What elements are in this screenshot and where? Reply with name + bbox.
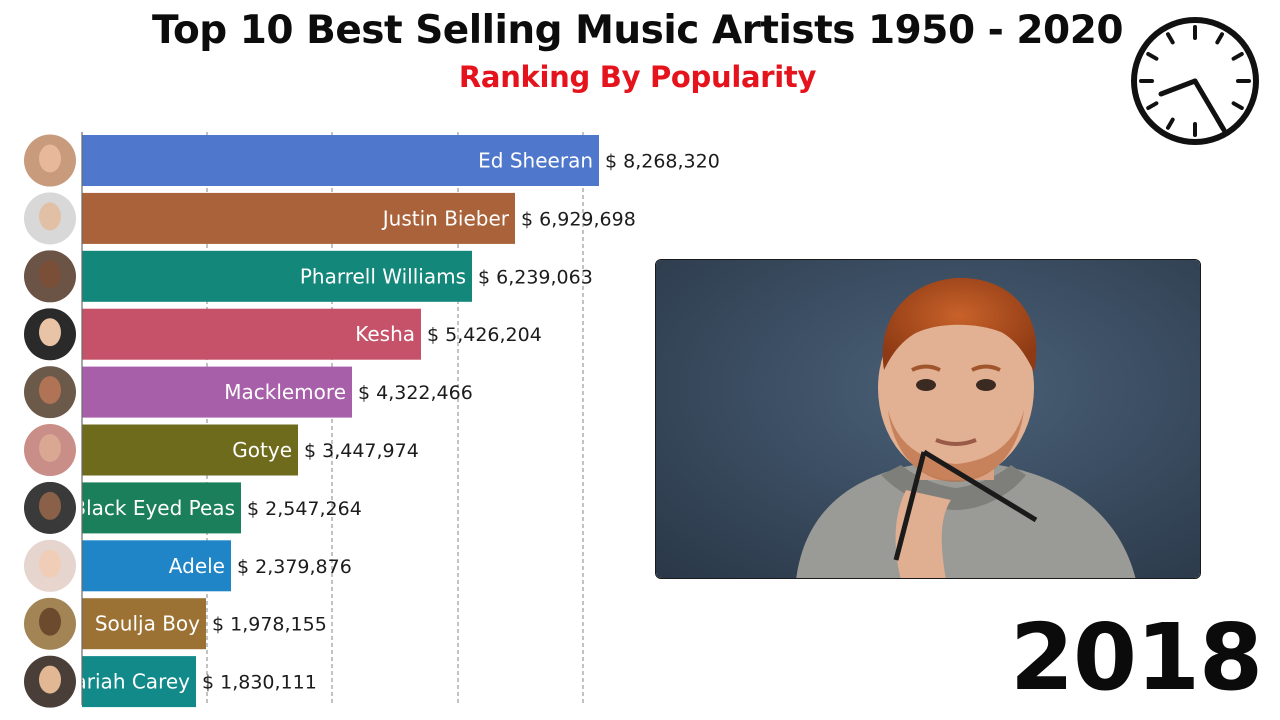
avatar-shoulders (28, 172, 72, 187)
bar-label: Ed Sheeran (478, 149, 593, 173)
avatar-shoulders (28, 577, 72, 592)
avatar (24, 655, 76, 708)
bar (82, 482, 241, 534)
year-label: 2018 (1009, 604, 1263, 711)
clock-icon (1131, 17, 1259, 145)
bar (82, 250, 472, 302)
bar-label: Kesha (355, 322, 415, 346)
artist-portrait-image (656, 260, 1200, 578)
avatar (24, 424, 76, 476)
chart-subtitle: Ranking By Popularity (458, 60, 817, 94)
avatar-shoulders (28, 288, 72, 303)
bar-label: Black Eyed Peas (72, 496, 235, 520)
bar-label: Mariah Carey (57, 670, 190, 694)
avatar (24, 192, 76, 245)
avatar-face (39, 607, 61, 636)
bar (82, 598, 206, 650)
bar-label: Macklemore (224, 380, 346, 404)
value-label: $ 8,268,320 (605, 151, 720, 173)
bar (82, 424, 298, 476)
value-label: $ 2,547,264 (247, 498, 362, 520)
avatar-shoulders (28, 693, 72, 708)
value-label: $ 2,379,876 (237, 556, 352, 578)
bar-label: Soulja Boy (95, 612, 200, 636)
avatar-shoulders (28, 462, 72, 476)
bar (82, 192, 515, 244)
avatar (24, 134, 76, 187)
avatar-shoulders (28, 519, 72, 534)
avatar (24, 481, 76, 534)
avatar (24, 308, 76, 361)
avatar (24, 250, 76, 303)
bar (82, 135, 599, 186)
avatar (24, 366, 76, 419)
value-label: $ 3,447,974 (304, 440, 419, 462)
bar-label: Pharrell Williams (300, 264, 466, 288)
bar-label: Justin Bieber (381, 206, 510, 230)
avatar-face (39, 144, 61, 173)
avatar-face (39, 549, 61, 578)
avatar-shoulders (28, 635, 72, 650)
bar (82, 366, 352, 418)
value-label: $ 4,322,466 (358, 382, 473, 404)
bar (82, 540, 231, 592)
artist-photo (655, 259, 1201, 579)
value-label: $ 5,426,204 (427, 324, 542, 346)
avatar-face (39, 665, 61, 694)
avatar-face (39, 491, 61, 520)
avatar-shoulders (28, 230, 72, 245)
value-label: $ 1,978,155 (212, 614, 327, 636)
avatar-shoulders (28, 404, 72, 419)
chart-title: Top 10 Best Selling Music Artists 1950 -… (152, 8, 1123, 53)
avatar-face (39, 434, 61, 462)
avatar-face (39, 318, 61, 347)
avatar-face (39, 376, 61, 405)
value-label: $ 6,239,063 (478, 266, 593, 288)
bar-label: Adele (169, 554, 225, 578)
avatar-shoulders (28, 346, 72, 361)
value-label: $ 6,929,698 (521, 208, 636, 230)
avatar-face (39, 202, 61, 231)
bar-label: Gotye (232, 438, 292, 462)
avatar (24, 597, 76, 650)
bar (82, 308, 421, 360)
value-label: $ 1,830,111 (202, 672, 317, 694)
avatar (24, 539, 76, 592)
avatar-face (39, 260, 61, 289)
bar (82, 656, 196, 708)
